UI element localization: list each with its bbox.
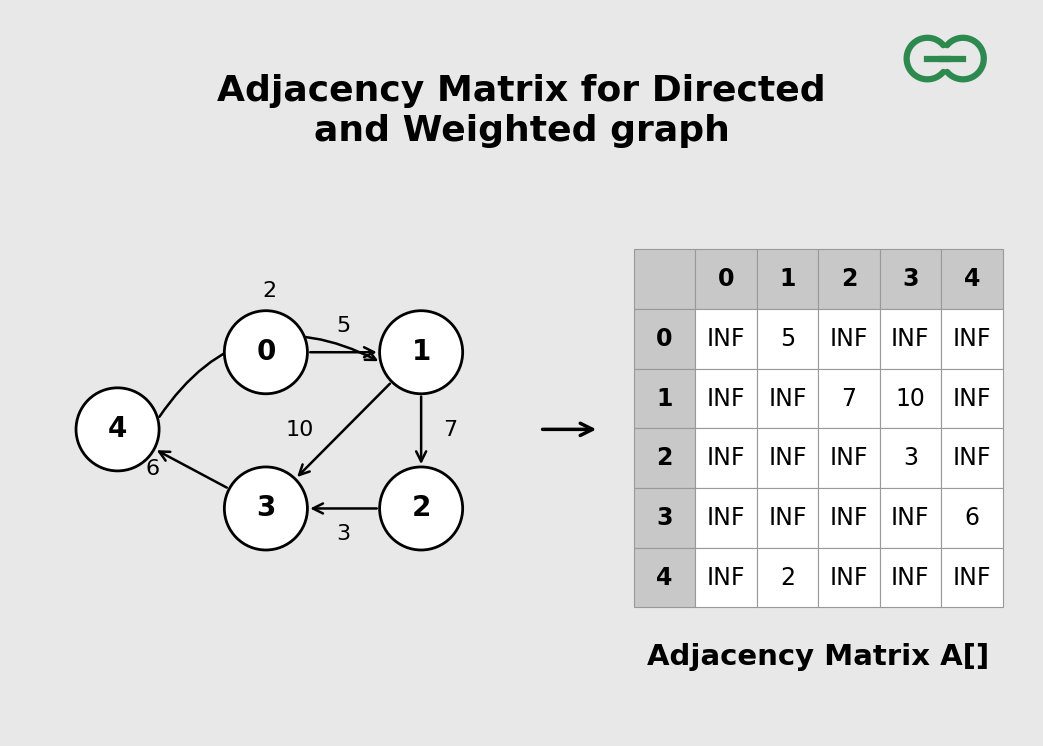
Text: INF: INF xyxy=(952,327,991,351)
FancyBboxPatch shape xyxy=(756,488,818,548)
Text: 4: 4 xyxy=(964,267,980,291)
Circle shape xyxy=(380,467,463,550)
Text: 5: 5 xyxy=(780,327,795,351)
FancyBboxPatch shape xyxy=(634,249,696,309)
Text: 1: 1 xyxy=(656,386,673,410)
FancyBboxPatch shape xyxy=(696,309,756,369)
FancyBboxPatch shape xyxy=(634,369,696,428)
Text: INF: INF xyxy=(952,446,991,470)
Text: 3: 3 xyxy=(337,524,350,545)
FancyBboxPatch shape xyxy=(696,369,756,428)
FancyBboxPatch shape xyxy=(879,428,941,488)
FancyArrowPatch shape xyxy=(160,336,375,417)
FancyBboxPatch shape xyxy=(634,488,696,548)
FancyBboxPatch shape xyxy=(756,548,818,607)
Text: INF: INF xyxy=(829,327,868,351)
FancyBboxPatch shape xyxy=(818,369,879,428)
Text: 5: 5 xyxy=(337,316,350,336)
FancyBboxPatch shape xyxy=(941,369,1002,428)
Text: 4: 4 xyxy=(656,565,673,589)
FancyBboxPatch shape xyxy=(941,428,1002,488)
FancyBboxPatch shape xyxy=(818,309,879,369)
Text: INF: INF xyxy=(707,506,745,530)
Text: 1: 1 xyxy=(412,338,431,366)
FancyBboxPatch shape xyxy=(696,249,756,309)
FancyBboxPatch shape xyxy=(941,548,1002,607)
Text: INF: INF xyxy=(891,506,929,530)
FancyBboxPatch shape xyxy=(696,428,756,488)
Text: 3: 3 xyxy=(902,267,919,291)
FancyBboxPatch shape xyxy=(879,249,941,309)
Text: 7: 7 xyxy=(443,420,457,440)
Text: INF: INF xyxy=(891,327,929,351)
FancyBboxPatch shape xyxy=(879,369,941,428)
Circle shape xyxy=(76,388,160,471)
FancyBboxPatch shape xyxy=(941,309,1002,369)
Circle shape xyxy=(380,310,463,394)
FancyBboxPatch shape xyxy=(818,548,879,607)
FancyBboxPatch shape xyxy=(634,309,696,369)
FancyBboxPatch shape xyxy=(756,369,818,428)
Text: INF: INF xyxy=(952,565,991,589)
Text: INF: INF xyxy=(829,446,868,470)
Text: 0: 0 xyxy=(257,338,275,366)
FancyBboxPatch shape xyxy=(756,249,818,309)
FancyBboxPatch shape xyxy=(818,428,879,488)
FancyBboxPatch shape xyxy=(818,249,879,309)
Text: 2: 2 xyxy=(780,565,795,589)
FancyBboxPatch shape xyxy=(941,249,1002,309)
FancyBboxPatch shape xyxy=(696,548,756,607)
Text: INF: INF xyxy=(829,506,868,530)
Text: INF: INF xyxy=(707,327,745,351)
FancyBboxPatch shape xyxy=(879,309,941,369)
Text: INF: INF xyxy=(707,386,745,410)
Text: 7: 7 xyxy=(842,386,856,410)
FancyBboxPatch shape xyxy=(634,428,696,488)
Text: 4: 4 xyxy=(107,416,127,443)
Circle shape xyxy=(224,467,308,550)
Text: 2: 2 xyxy=(411,495,431,522)
FancyBboxPatch shape xyxy=(756,428,818,488)
Text: 3: 3 xyxy=(257,495,275,522)
FancyBboxPatch shape xyxy=(879,548,941,607)
FancyBboxPatch shape xyxy=(756,309,818,369)
Text: INF: INF xyxy=(707,565,745,589)
FancyBboxPatch shape xyxy=(696,488,756,548)
Text: 10: 10 xyxy=(896,386,925,410)
Text: INF: INF xyxy=(768,446,806,470)
Text: 3: 3 xyxy=(903,446,918,470)
Text: 2: 2 xyxy=(841,267,857,291)
FancyBboxPatch shape xyxy=(634,548,696,607)
Text: INF: INF xyxy=(829,565,868,589)
FancyBboxPatch shape xyxy=(879,488,941,548)
Text: 2: 2 xyxy=(262,281,276,301)
Text: 0: 0 xyxy=(656,327,673,351)
FancyBboxPatch shape xyxy=(941,488,1002,548)
Text: 1: 1 xyxy=(779,267,796,291)
Text: INF: INF xyxy=(768,386,806,410)
Text: INF: INF xyxy=(891,565,929,589)
Text: Adjacency Matrix A[]: Adjacency Matrix A[] xyxy=(647,643,989,671)
Text: 10: 10 xyxy=(286,420,314,440)
Text: 2: 2 xyxy=(656,446,673,470)
Text: Adjacency Matrix for Directed
and Weighted graph: Adjacency Matrix for Directed and Weight… xyxy=(217,75,826,148)
Text: 6: 6 xyxy=(965,506,979,530)
Circle shape xyxy=(224,310,308,394)
FancyBboxPatch shape xyxy=(818,488,879,548)
Text: 0: 0 xyxy=(718,267,734,291)
Text: INF: INF xyxy=(768,506,806,530)
Text: INF: INF xyxy=(707,446,745,470)
Text: 3: 3 xyxy=(656,506,673,530)
Text: 6: 6 xyxy=(145,459,160,479)
Text: INF: INF xyxy=(952,386,991,410)
